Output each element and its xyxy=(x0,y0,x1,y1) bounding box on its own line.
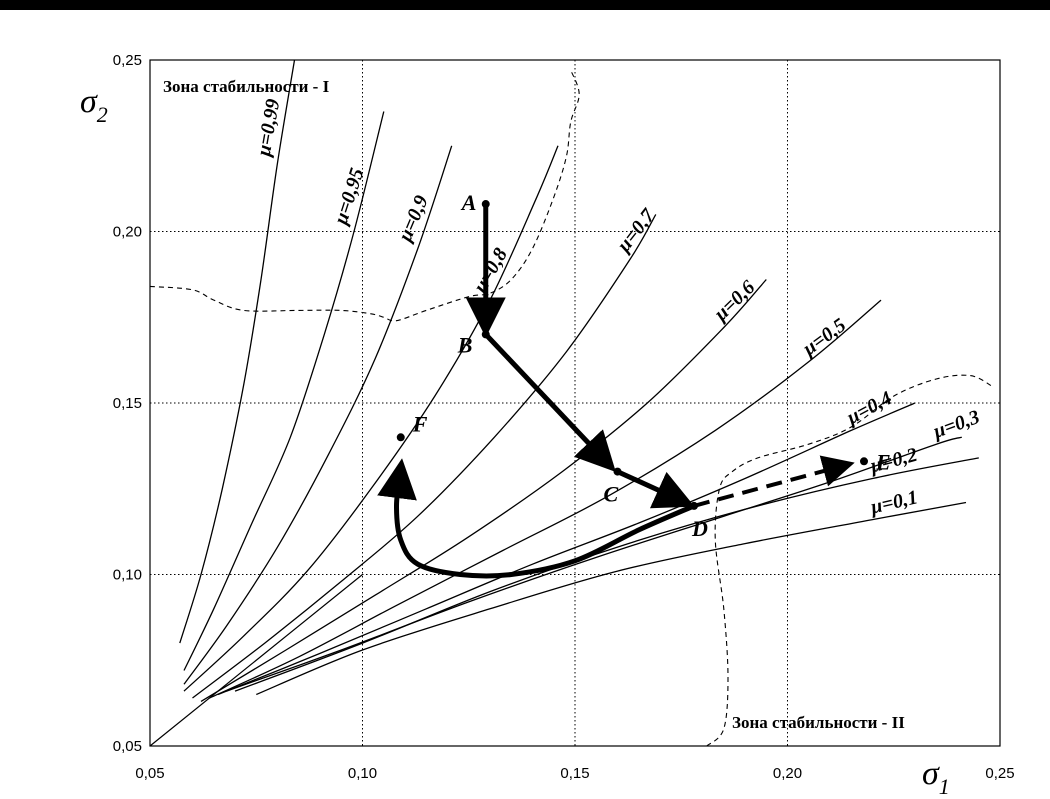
mu-curve-label: μ=0,9 xyxy=(394,192,433,245)
x-axis-symbol: σ xyxy=(922,755,940,792)
path-point xyxy=(613,467,622,476)
mu-curve xyxy=(183,111,385,671)
path-point-label: C xyxy=(604,482,619,507)
mu-curve xyxy=(209,299,882,699)
x-tick-label: 0,15 xyxy=(560,765,589,782)
grid-lines xyxy=(150,60,1000,746)
path-segment-DE xyxy=(693,455,855,508)
mu-curve xyxy=(234,457,979,692)
mu-curve xyxy=(183,145,559,692)
y-tick-label: 0,10 xyxy=(113,567,142,584)
mu-curve xyxy=(183,145,453,685)
x-axis-title: σ1 xyxy=(922,755,950,799)
top-border-bar xyxy=(0,0,1050,10)
path-point xyxy=(860,457,868,466)
path-point xyxy=(481,200,490,209)
x-tick-label: 0,05 xyxy=(135,765,164,782)
path-point-label: D xyxy=(691,516,708,541)
path-segment-CD xyxy=(616,469,695,509)
y-tick-label: 0,20 xyxy=(113,224,142,241)
zone-boundaries xyxy=(149,70,992,747)
x-tick-label: 0,25 xyxy=(985,765,1014,782)
zone-II-boundary xyxy=(706,374,992,747)
path-point-label: F xyxy=(412,411,428,436)
mu-curve xyxy=(217,402,916,696)
y-tick-label: 0,05 xyxy=(113,738,142,755)
y-axis-symbol: σ xyxy=(80,83,98,120)
path-point xyxy=(481,330,490,339)
y-tick-label: 0,15 xyxy=(113,395,142,412)
y-axis-title: σ2 xyxy=(80,83,108,127)
path-point-label: A xyxy=(460,190,477,215)
mu-curve xyxy=(256,501,967,696)
mu-curve-label: μ=0,6 xyxy=(709,276,759,326)
state-path: A B C D E F xyxy=(377,190,891,579)
mu-curve-label: μ=0,5 xyxy=(798,314,850,360)
x-tick-label: 0,10 xyxy=(348,765,377,782)
x-tick-label: 0,20 xyxy=(773,765,802,782)
tick-labels: 0,05 0,05 0,10 0,10 0,15 0,15 0,20 0,20 0,25 0,25 xyxy=(113,52,1015,782)
path-point-label: B xyxy=(457,332,473,357)
zone-I-label: Зона стабильности - I xyxy=(163,77,330,96)
y-tick-label: 0,25 xyxy=(113,52,142,69)
x-axis-subscript: 1 xyxy=(939,774,950,799)
zone-II-label: Зона стабильности - II xyxy=(732,713,905,732)
mu-curve-label: μ=0,8 xyxy=(469,244,512,297)
path-point xyxy=(690,501,698,510)
mu-curve-label: μ=0,1 xyxy=(868,486,920,518)
mu-curve xyxy=(179,59,296,644)
path-segment-BC xyxy=(483,332,616,473)
path-point xyxy=(396,433,405,442)
mu-curve xyxy=(226,436,962,692)
path-point-label: E xyxy=(875,449,891,474)
y-axis-subscript: 2 xyxy=(97,102,108,127)
mu-curve xyxy=(192,214,657,699)
zone-I-boundary xyxy=(149,70,580,322)
diagonal-line xyxy=(149,574,363,747)
path-segment-DF xyxy=(377,458,695,579)
mu-curve-label: μ=0,3 xyxy=(929,406,982,443)
mu-curve xyxy=(200,279,767,702)
